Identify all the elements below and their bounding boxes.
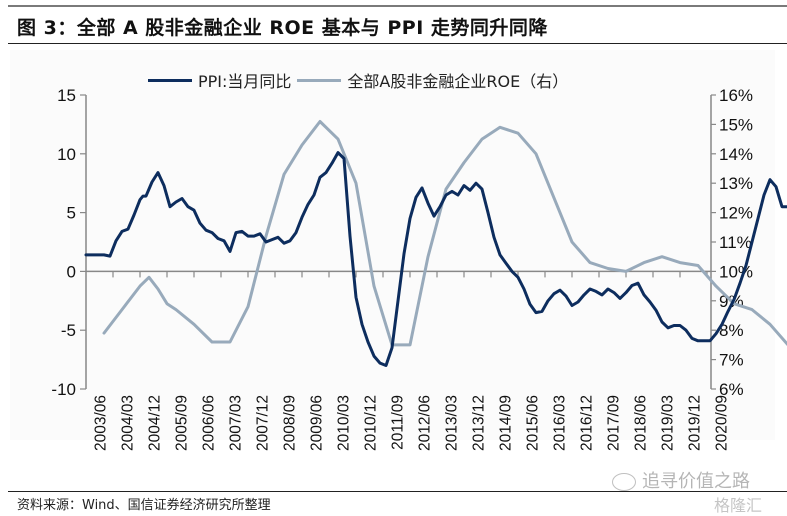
x-tick-label: 2019/03 bbox=[660, 395, 677, 451]
legend-label-roe: 全部A股非金融企业ROE（右） bbox=[347, 68, 568, 92]
x-tick-label: 2013/12 bbox=[471, 395, 488, 451]
x-tick-label: 2020/09 bbox=[714, 395, 731, 451]
right-axis-tick-label: 11% bbox=[719, 233, 752, 252]
legend: PPI:当月同比 全部A股非金融企业ROE（右） bbox=[148, 68, 574, 92]
x-tick-label: 2017/09 bbox=[606, 395, 623, 451]
watermark-brand: 格隆汇 bbox=[714, 492, 762, 516]
right-axis-tick-label: 10% bbox=[719, 262, 753, 281]
legend-item-ppi: PPI:当月同比 bbox=[148, 68, 291, 92]
wechat-icon bbox=[612, 473, 636, 491]
x-tick-label: 2007/03 bbox=[228, 395, 245, 451]
watermark-account-text: 追寻价值之路 bbox=[642, 471, 750, 492]
left-axis-tick-label: 10 bbox=[57, 145, 76, 164]
x-tick-label: 2013/03 bbox=[444, 395, 461, 451]
x-tick-label: 2010/12 bbox=[363, 395, 380, 451]
left-axis-tick-label: 0 bbox=[67, 262, 76, 281]
source-note: 资料来源：Wind、国信证券经济研究所整理 bbox=[17, 494, 271, 513]
x-tick-label: 2012/06 bbox=[417, 395, 434, 451]
legend-swatch-ppi bbox=[148, 79, 192, 82]
x-tick-label: 2004/03 bbox=[120, 395, 137, 451]
series-roe bbox=[104, 121, 787, 374]
legend-swatch-roe bbox=[297, 79, 341, 82]
x-tick-label: 2018/06 bbox=[633, 395, 650, 451]
x-tick-label: 2007/12 bbox=[255, 395, 272, 451]
ppi-line bbox=[86, 153, 787, 366]
x-tick-label: 2011/09 bbox=[390, 395, 407, 450]
x-tick-label: 2005/09 bbox=[174, 395, 191, 451]
left-axis-tick-label: 15 bbox=[57, 86, 76, 105]
x-tick-label: 2009/06 bbox=[309, 395, 326, 451]
right-axis-tick-label: 7% bbox=[719, 351, 744, 370]
x-tick-label: 2016/03 bbox=[552, 395, 569, 451]
right-axis-tick-label: 16% bbox=[719, 86, 753, 105]
right-axis-tick-label: 12% bbox=[719, 204, 753, 223]
right-axis-tick-label: 13% bbox=[719, 174, 753, 193]
left-axis-tick-label: 5 bbox=[67, 204, 76, 223]
x-tick-label: 2004/12 bbox=[147, 395, 164, 451]
left-axis-tick-label: -5 bbox=[61, 321, 76, 340]
x-tick-label: 2015/06 bbox=[525, 395, 542, 451]
x-tick-label: 2019/12 bbox=[687, 395, 704, 451]
legend-item-roe: 全部A股非金融企业ROE（右） bbox=[297, 68, 568, 92]
watermark-account: 追寻价值之路 bbox=[612, 467, 750, 493]
x-tick-labels: 2003/06 2004/03 2004/12 2005/09 2006/06 2007/… bbox=[93, 395, 731, 451]
source-rule bbox=[8, 491, 787, 492]
right-axis-tick-label: 14% bbox=[719, 145, 753, 164]
left-axis-tick-label: -10 bbox=[51, 380, 76, 399]
x-tick-label: 2014/09 bbox=[498, 395, 515, 451]
x-tick-label: 2010/03 bbox=[336, 395, 353, 451]
x-tick-label: 2003/06 bbox=[93, 395, 110, 451]
series-ppi bbox=[86, 153, 787, 366]
legend-label-ppi: PPI:当月同比 bbox=[198, 68, 291, 92]
x-tick-label: 2006/06 bbox=[201, 395, 218, 451]
series-group bbox=[86, 121, 787, 374]
x-tick-label: 2008/09 bbox=[282, 395, 299, 451]
right-axis-tick-label: 15% bbox=[719, 115, 753, 134]
x-tick-label: 2016/12 bbox=[579, 395, 596, 451]
roe-line bbox=[104, 122, 787, 375]
